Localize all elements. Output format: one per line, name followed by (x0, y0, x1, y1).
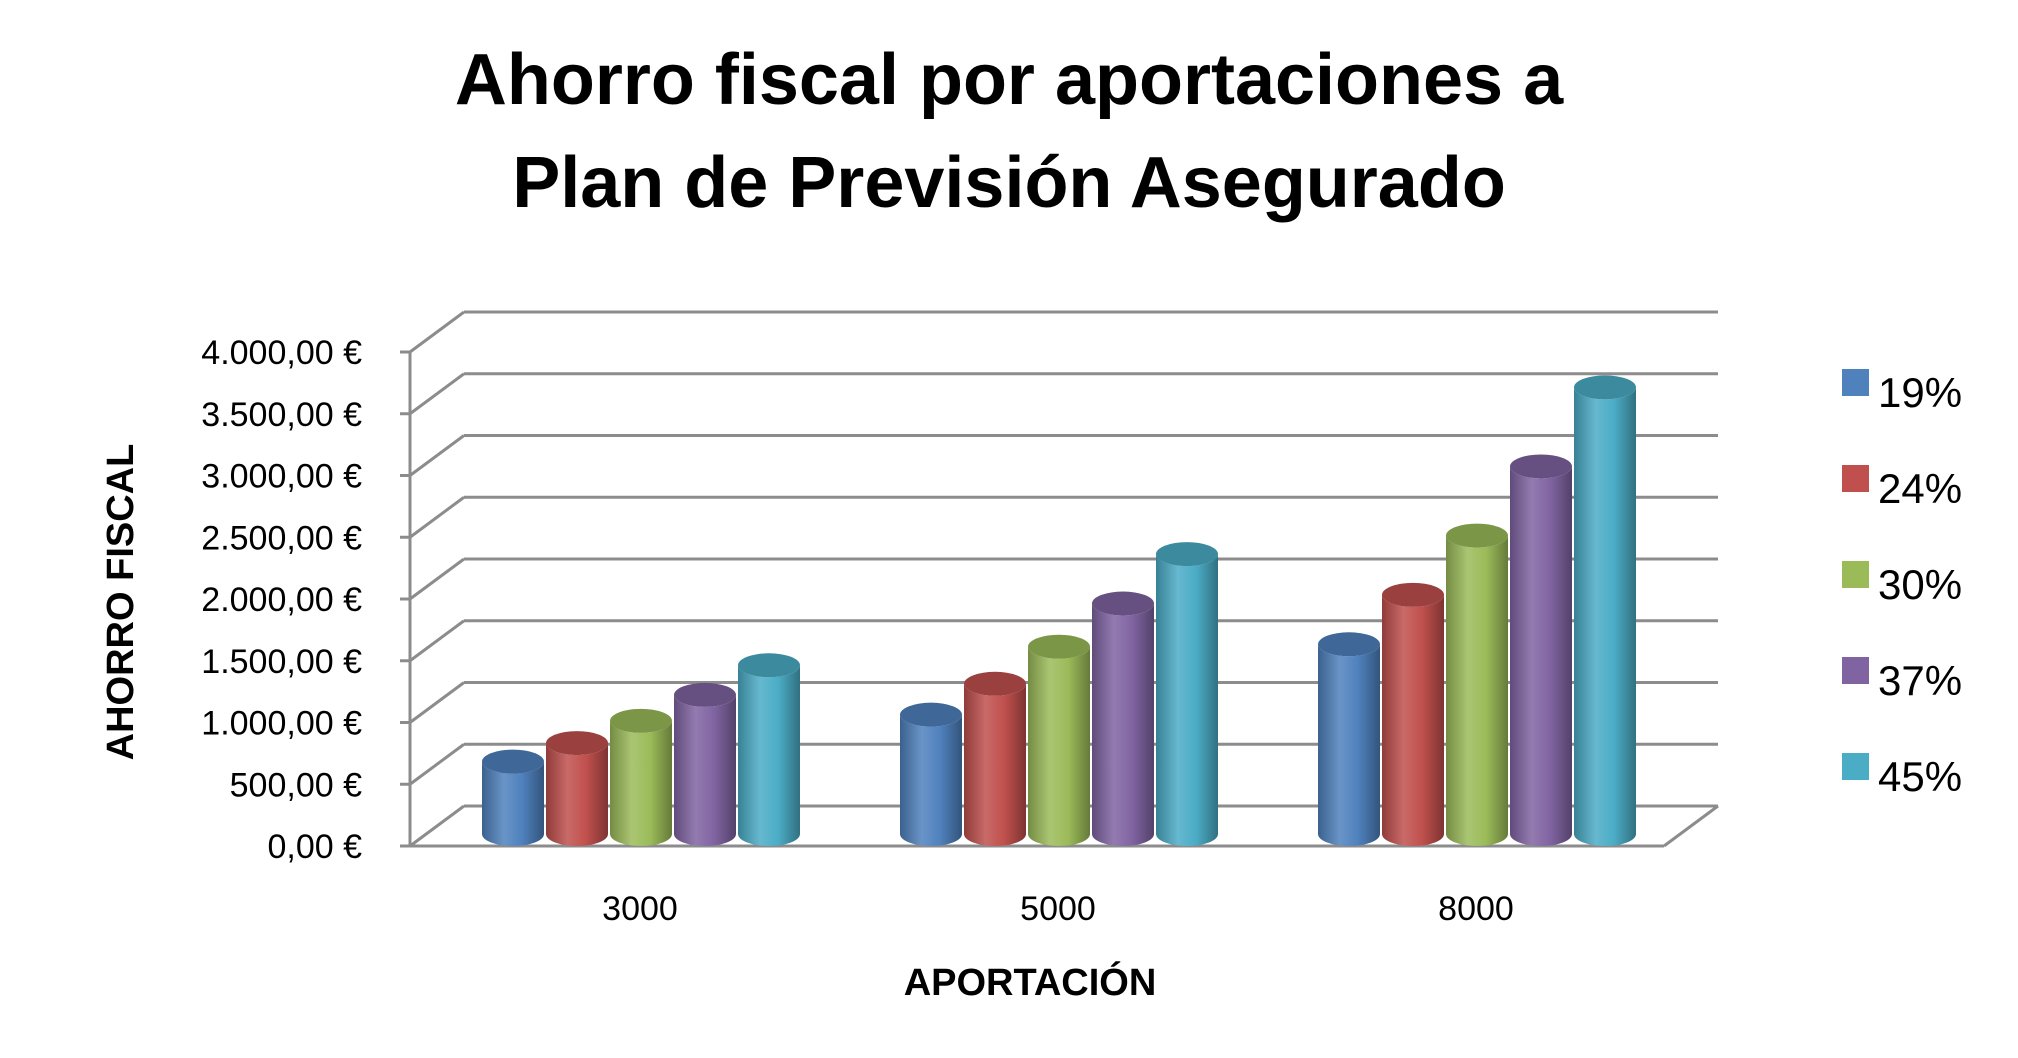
gridline-diagonal (409, 372, 465, 415)
bar-body (1318, 644, 1380, 846)
bar-top (482, 749, 544, 774)
legend-label: 37% (1878, 657, 1962, 704)
bar-body (1574, 387, 1636, 846)
bar-top (1028, 634, 1090, 659)
bar-top (1382, 582, 1444, 607)
legend-swatch (1842, 657, 1869, 684)
y-tick-label: 0,00 € (267, 828, 362, 866)
gridline-diagonal (409, 496, 465, 539)
bar (482, 749, 544, 846)
bar-top (1510, 454, 1572, 479)
y-tick-label: 1.500,00 € (201, 643, 362, 681)
bar-body (674, 694, 736, 846)
gridline-diagonal (409, 557, 465, 601)
gridline-diagonal (409, 434, 465, 477)
x-tick-label: 3000 (602, 890, 678, 928)
x-tick-label: 8000 (1438, 890, 1514, 928)
bar-body (482, 761, 544, 846)
x-axis-tick-labels: 3000 5000 8000 (602, 890, 1514, 928)
legend-swatch (1842, 561, 1869, 588)
bar (1156, 542, 1218, 846)
gridline-diagonal (409, 804, 465, 848)
bars (482, 375, 1636, 846)
bar-body (1382, 594, 1444, 846)
y-tick-label: 3.000,00 € (201, 458, 362, 496)
gridline-diagonal (409, 619, 465, 662)
bar-body (546, 743, 608, 846)
bar-body (738, 665, 800, 846)
legend-item: 30% (1842, 561, 1962, 608)
bar (546, 731, 608, 846)
legend-item: 37% (1842, 657, 1962, 704)
y-tick-label: 1.000,00 € (201, 705, 362, 743)
y-tick-label: 4.000,00 € (201, 334, 362, 372)
bar-top (1156, 542, 1218, 567)
bar-top (900, 702, 962, 727)
bar (738, 653, 800, 846)
bar (610, 708, 672, 846)
bar-body (610, 720, 672, 846)
legend-label: 45% (1878, 753, 1962, 800)
gridline-diagonal (409, 681, 465, 724)
bar-body (1156, 554, 1218, 846)
legend-label: 30% (1878, 561, 1962, 608)
bar-body (1092, 603, 1154, 846)
bar-top (738, 653, 800, 678)
bar (1092, 591, 1154, 846)
legend-swatch (1842, 753, 1869, 780)
legend-item: 24% (1842, 465, 1962, 512)
y-tick-label: 3.500,00 € (201, 396, 362, 434)
bar (900, 702, 962, 846)
x-axis-label: APORTACIÓN (904, 960, 1157, 1004)
bar (1510, 454, 1572, 846)
chart-title-line-1: Ahorro fiscal por aportaciones a (455, 40, 1564, 120)
bar (1382, 582, 1444, 846)
bar-top (1092, 591, 1154, 616)
bar (1028, 634, 1090, 846)
gridlines (400, 310, 1719, 848)
bar (1574, 375, 1636, 846)
bar-top (610, 708, 672, 733)
bar-top (674, 682, 736, 707)
legend-swatch (1842, 465, 1869, 492)
y-tick-label: 500,00 € (230, 766, 362, 804)
legend-item: 45% (1842, 753, 1962, 800)
bar-top (1574, 375, 1636, 400)
y-tick-label: 2.500,00 € (201, 519, 362, 557)
legend-label: 19% (1878, 369, 1962, 416)
gridline-diagonal (409, 743, 465, 786)
bar-body (1446, 535, 1508, 846)
bar (674, 682, 736, 846)
bar-top (546, 731, 608, 756)
legend: 19% 24% 30% 37% 45% (1842, 369, 1962, 800)
legend-item: 19% (1842, 369, 1962, 416)
bar-top (964, 671, 1026, 696)
gridline-diagonal (409, 310, 465, 354)
bar (964, 671, 1026, 846)
y-axis-label: AHORRO FISCAL (100, 444, 142, 761)
bar-body (964, 683, 1026, 846)
bar (1318, 632, 1380, 846)
bar-top (1318, 632, 1380, 657)
y-axis-tick-labels: 0,00 € 500,00 € 1.000,00 € 1.500,00 € 2.000,… (201, 334, 362, 866)
legend-swatch (1842, 369, 1869, 396)
bar-body (1028, 646, 1090, 846)
bar-body (1510, 466, 1572, 846)
y-tick-label: 2.000,00 € (201, 581, 362, 619)
floor-right-edge (1663, 804, 1719, 848)
legend-label: 24% (1878, 465, 1962, 512)
bar (1446, 523, 1508, 846)
bar-body (900, 714, 962, 846)
x-tick-label: 5000 (1020, 890, 1096, 928)
bar-top (1446, 523, 1508, 548)
chart-title-line-2: Plan de Previsión Asegurado (512, 143, 1506, 223)
